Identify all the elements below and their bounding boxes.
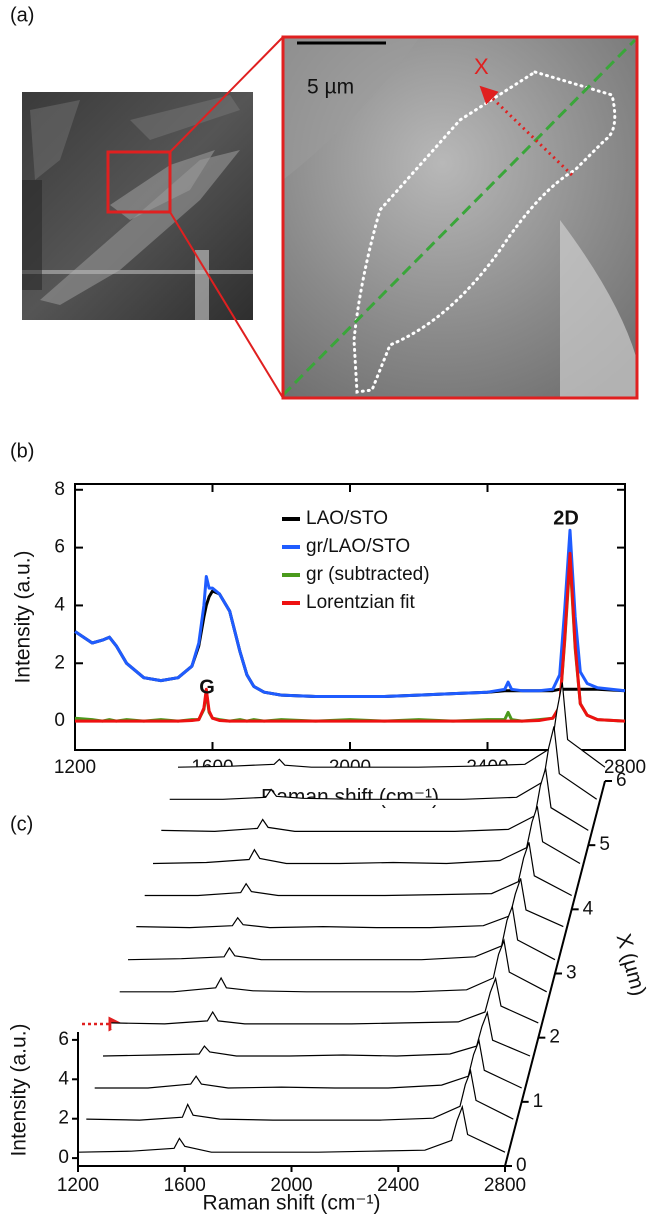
spectrum-trace <box>152 806 581 865</box>
legend-label: gr (subtracted) <box>306 564 430 585</box>
spectrum-trace <box>94 1038 522 1089</box>
trace-occluder <box>169 726 597 806</box>
spectrum-trace <box>144 842 572 897</box>
y-tick-label: 8 <box>54 479 65 500</box>
spectrum-trace <box>127 904 556 961</box>
trace-occluder <box>94 1040 522 1094</box>
trace-occluder <box>144 842 572 902</box>
y-axis-label: Intensity (a.u.) <box>8 1023 31 1156</box>
z-tick-label: 1 <box>533 1091 544 1112</box>
afm-zoom <box>281 37 637 398</box>
zoom-line <box>169 211 284 399</box>
z-tick-label: 0 <box>516 1155 527 1176</box>
x-tick-label: 2800 <box>484 1175 526 1196</box>
x-tick-label: 1200 <box>57 1175 99 1196</box>
legend-label: Lorentzian fit <box>306 592 416 613</box>
series-line <box>74 528 626 698</box>
trace-occluder <box>178 682 605 773</box>
spectrum-trace <box>102 1010 531 1057</box>
trace-occluder <box>119 940 547 998</box>
trace-occluder <box>153 806 580 870</box>
z-tick-label: 4 <box>583 898 594 919</box>
spectrum-trace <box>111 976 539 1025</box>
trace-occluder <box>111 978 539 1030</box>
x-tick-label: 2800 <box>604 757 646 778</box>
trace-occluder <box>86 1070 514 1126</box>
zoom-box <box>106 150 172 214</box>
trace-occluder <box>103 1012 530 1062</box>
x-tick-label: 2400 <box>377 1175 419 1196</box>
z-tick-label: 5 <box>599 834 610 855</box>
x-tick-label: 2000 <box>270 1175 312 1196</box>
legend-label: LAO/STO <box>306 508 388 529</box>
panel-label: (b) <box>10 440 34 462</box>
spectrum-trace <box>119 938 547 993</box>
trace-occluder <box>128 906 555 966</box>
y-tick-label: 4 <box>54 594 65 615</box>
y-tick-label: 2 <box>58 1108 69 1129</box>
x-tick-label: 1600 <box>164 1175 206 1196</box>
spectrum-trace <box>177 682 606 768</box>
z-tick-label: 2 <box>549 1027 560 1048</box>
x-tick-label: 1200 <box>54 757 96 778</box>
z-axis-label: X (µm) <box>612 931 651 998</box>
y-tick-label: 2 <box>54 652 65 673</box>
trace-occluder <box>78 1106 505 1158</box>
spectrum-trace <box>86 1068 514 1121</box>
x-axis-label: Raman shift (cm⁻¹) <box>203 1192 381 1215</box>
y-tick-label: 6 <box>54 537 65 558</box>
trace-occluder <box>161 768 589 838</box>
position-marker: X <box>474 54 489 79</box>
y-tick-label: 0 <box>58 1147 69 1168</box>
scale-bar-label: 5 µm <box>307 76 354 99</box>
peak-annotation: G <box>199 676 215 698</box>
z-tick-label: 3 <box>566 963 577 984</box>
spectrum-trace <box>161 768 589 833</box>
z-tick-label: 6 <box>616 770 627 791</box>
trace-occluder <box>136 878 564 934</box>
spectrum-trace <box>169 726 598 800</box>
afm-overview <box>22 92 253 320</box>
spectrum-trace <box>77 1104 506 1153</box>
spectrum-trace <box>136 878 564 929</box>
y-axis-label: Intensity (a.u.) <box>12 550 35 683</box>
y-tick-label: 0 <box>54 710 65 731</box>
legend-label: gr/LAO/STO <box>306 536 410 557</box>
y-tick-label: 4 <box>58 1068 69 1089</box>
panel-label: (c) <box>10 813 33 835</box>
zoom-line <box>169 36 284 153</box>
y-tick-label: 6 <box>58 1029 69 1050</box>
zoom-frame <box>281 35 639 400</box>
panel-label: (a) <box>10 4 34 26</box>
peak-annotation: 2D <box>553 507 579 529</box>
